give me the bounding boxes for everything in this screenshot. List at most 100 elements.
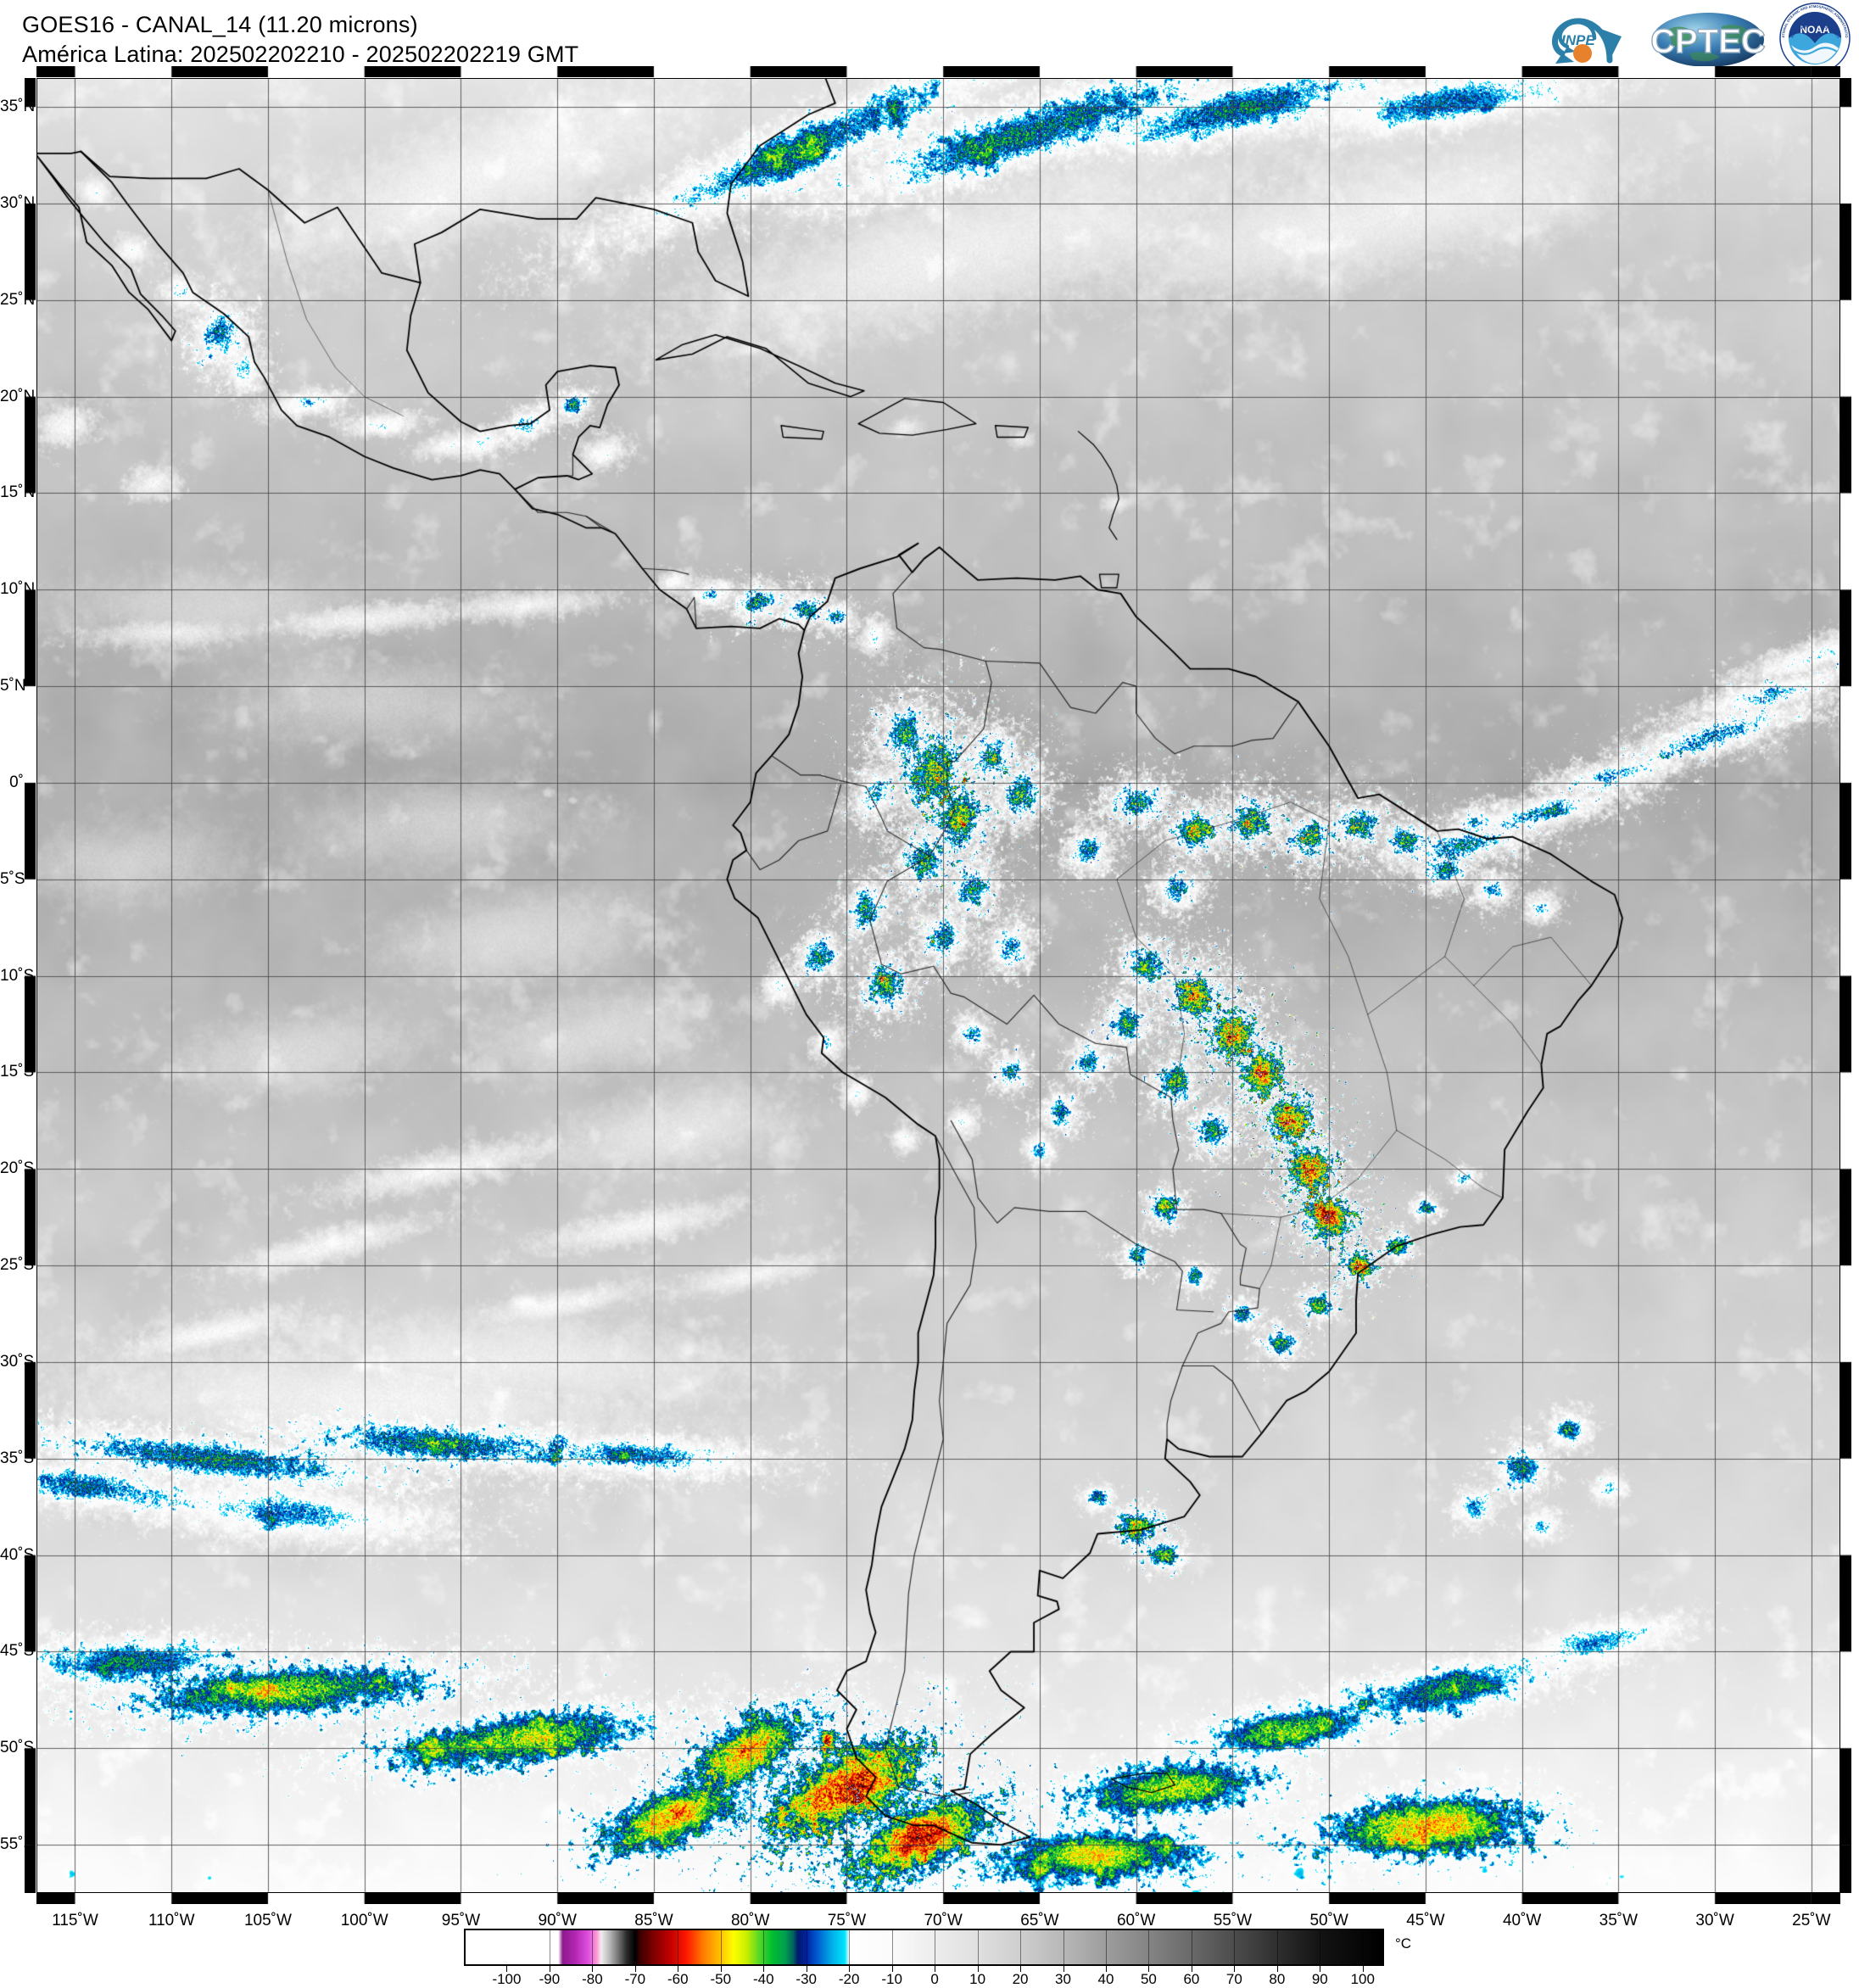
longitude-label: 30˚W <box>1695 1912 1734 1929</box>
longitude-label: 105˚W <box>243 1912 292 1929</box>
colorbar-tick <box>592 1966 594 1972</box>
latitude-label: 10˚S <box>0 966 35 985</box>
colorbar-inner-gridline <box>849 1929 851 1966</box>
colorbar-tick <box>1063 1966 1064 1972</box>
svg-text:INPE: INPE <box>1561 32 1595 48</box>
colorbar-inner-gridline <box>634 1929 636 1966</box>
colorbar-tick <box>720 1966 722 1972</box>
longitude-label: 80˚W <box>730 1912 770 1929</box>
colorbar-tick-label: -90 <box>539 1971 561 1987</box>
colorbar-tick-label: -20 <box>838 1971 860 1987</box>
colorbar-inner-gridline <box>891 1929 893 1966</box>
colorbar-tick-label: -40 <box>752 1971 774 1987</box>
longitude-tick-bar-bottom <box>36 1893 1840 1904</box>
longitude-label: 110˚W <box>148 1912 195 1929</box>
latitude-tick-bar-left <box>25 78 36 1893</box>
longitude-label: 115˚W <box>52 1912 98 1929</box>
colorbar-tick-label: -30 <box>796 1971 818 1987</box>
colorbar-tick-label: 40 <box>1097 1971 1114 1987</box>
colorbar-inner-gridline <box>592 1929 594 1966</box>
colorbar-tick-label: 0 <box>930 1971 939 1987</box>
latitude-label: 5˚S <box>0 869 25 888</box>
colorbar-tick <box>506 1966 508 1972</box>
latitude-label: 25˚N <box>0 290 36 309</box>
longitude-label: 70˚W <box>924 1912 963 1929</box>
latitude-label: 20˚N <box>0 387 36 405</box>
latitude-label: 15˚S <box>0 1063 35 1081</box>
colorbar-tick <box>1362 1966 1364 1972</box>
latitude-label: 30˚N <box>0 193 36 212</box>
latitude-label: 35˚N <box>0 98 36 116</box>
latitude-label: 5˚N <box>0 677 26 695</box>
inpe-logo-icon: INPE <box>1552 18 1622 64</box>
satellite-image-canvas[interactable] <box>36 78 1840 1893</box>
colorbar-tick <box>849 1966 851 1972</box>
colorbar-inner-gridline <box>1276 1929 1278 1966</box>
latitude-label: 0˚ <box>9 773 24 791</box>
cptec-logo: CPTEC <box>1649 4 1767 72</box>
latitude-label: 55˚S <box>0 1835 35 1854</box>
header-bar: GOES16 - CANAL_14 (11.20 microns) Améric… <box>0 0 1859 78</box>
colorbar-tick-label: -50 <box>710 1971 732 1987</box>
inpe-logo: INPE <box>1537 4 1637 72</box>
colorbar-tick <box>634 1966 636 1972</box>
noaa-logo-icon: NOAA NATIONAL OCEANIC AND ATMOSPHERIC AD… <box>1778 0 1851 74</box>
colorbar-tick <box>1148 1966 1150 1972</box>
svg-text:NOAA: NOAA <box>1800 24 1830 36</box>
longitude-label: 65˚W <box>1020 1912 1059 1929</box>
colorbar-tick-label: 50 <box>1140 1971 1157 1987</box>
title-block: GOES16 - CANAL_14 (11.20 microns) Améric… <box>22 10 578 70</box>
longitude-label: 50˚W <box>1309 1912 1348 1929</box>
longitude-label: 90˚W <box>538 1912 577 1929</box>
colorbar-tick-label: 100 <box>1350 1971 1375 1987</box>
colorbar-inner-gridline <box>1105 1929 1107 1966</box>
colorbar-tick-label: 30 <box>1055 1971 1071 1987</box>
cptec-logo-icon: CPTEC <box>1650 13 1766 67</box>
longitude-label: 85˚W <box>634 1912 673 1929</box>
latitude-label: 10˚N <box>0 580 36 599</box>
latitude-label: 20˚S <box>0 1159 35 1178</box>
latitude-label: 25˚S <box>0 1256 35 1275</box>
product-title: GOES16 - CANAL_14 (11.20 microns) <box>22 12 418 37</box>
svg-text:CPTEC: CPTEC <box>1650 23 1766 60</box>
longitude-label: 60˚W <box>1116 1912 1156 1929</box>
colorbar-tick-label: -70 <box>624 1971 646 1987</box>
colorbar-unit-label: °C <box>1395 1935 1412 1952</box>
logo-group: INPE CPTEC <box>1537 0 1851 75</box>
colorbar-tick <box>977 1966 979 1972</box>
product-subtitle: América Latina: 202502202210 - 202502202… <box>22 42 579 68</box>
latitude-label: 50˚S <box>0 1739 35 1757</box>
temperature-colorbar[interactable] <box>464 1929 1384 1966</box>
satellite-map[interactable] <box>25 66 1851 1904</box>
latitude-label: 40˚S <box>0 1545 35 1564</box>
longitude-label: 45˚W <box>1406 1912 1445 1929</box>
colorbar-tick-label: 20 <box>1012 1971 1029 1987</box>
colorbar-tick-label: -10 <box>881 1971 902 1987</box>
latitude-tick-bar-right <box>1840 78 1851 1893</box>
latitude-label: 30˚S <box>0 1352 35 1371</box>
colorbar-tick-label: 90 <box>1311 1971 1328 1987</box>
colorbar-tick <box>1020 1966 1022 1972</box>
colorbar-tick <box>891 1966 893 1972</box>
latitude-label: 45˚S <box>0 1642 35 1661</box>
colorbar-tick <box>763 1966 765 1972</box>
colorbar-tick-label: 70 <box>1225 1971 1242 1987</box>
longitude-label: 40˚W <box>1502 1912 1542 1929</box>
longitude-label: 95˚W <box>441 1912 481 1929</box>
colorbar-tick <box>1105 1966 1107 1972</box>
colorbar-inner-gridline <box>1020 1929 1022 1966</box>
longitude-label: 25˚W <box>1792 1912 1831 1929</box>
longitude-label: 75˚W <box>827 1912 867 1929</box>
latitude-label: 15˚N <box>0 483 36 502</box>
colorbar-tick-label: 60 <box>1183 1971 1200 1987</box>
latitude-label: 35˚S <box>0 1449 35 1467</box>
colorbar-tick-label: -80 <box>582 1971 603 1987</box>
longitude-label: 35˚W <box>1599 1912 1638 1929</box>
colorbar-tick-label: -100 <box>492 1971 522 1987</box>
colorbar-tick-label: -60 <box>667 1971 689 1987</box>
colorbar-inner-gridline <box>1234 1929 1236 1966</box>
colorbar-inner-gridline <box>977 1929 979 1966</box>
colorbar-inner-gridline <box>720 1929 722 1966</box>
colorbar-tick-label: 10 <box>969 1971 986 1987</box>
colorbar-tick-label: 80 <box>1269 1971 1286 1987</box>
